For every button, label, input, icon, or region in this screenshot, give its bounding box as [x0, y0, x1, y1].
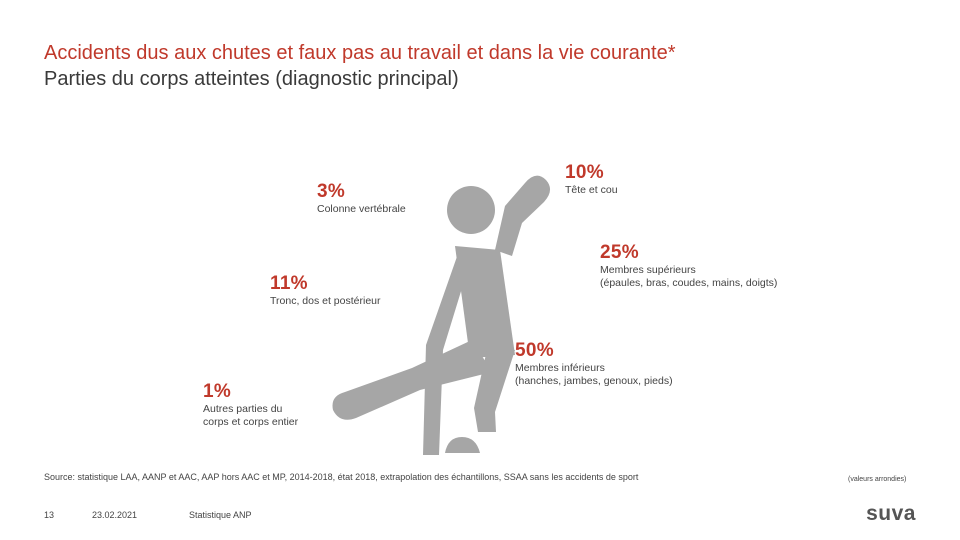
- page-number: 13: [44, 510, 55, 520]
- figure-foot: [445, 437, 480, 453]
- part-trunk: 11% Tronc, dos et postérieur: [270, 273, 381, 308]
- part-spine-label: Colonne vertébrale: [317, 203, 406, 215]
- part-trunk-percent: 11%: [270, 273, 308, 294]
- part-other-label: Autres parties du corps et corps entier: [203, 403, 299, 428]
- figure-right-leg: [474, 345, 515, 432]
- footer-date: 23.02.2021: [92, 510, 138, 520]
- part-lower: 50% Membres inférieurs (hanches, jambes,…: [515, 340, 673, 388]
- figure-left-leg: [332, 340, 492, 420]
- footer-department: Statistique ANP: [189, 510, 252, 520]
- part-spine-percent: 3%: [317, 181, 346, 202]
- page-subtitle: Parties du corps atteintes (diagnostic p…: [44, 68, 459, 90]
- figure-head: [447, 186, 495, 234]
- part-trunk-label: Tronc, dos et postérieur: [270, 295, 381, 307]
- figure-raised-arm: [495, 175, 551, 256]
- part-head-percent: 10%: [565, 162, 604, 183]
- suva-logo: suva: [866, 502, 916, 525]
- page-title: Accidents dus aux chutes et faux pas au …: [44, 42, 676, 64]
- figure-torso: [455, 246, 515, 358]
- part-upper-label: Membres supérieurs (épaules, bras, coude…: [600, 264, 778, 289]
- part-lower-label: Membres inférieurs (hanches, jambes, gen…: [515, 362, 673, 387]
- part-lower-percent: 50%: [515, 340, 554, 361]
- part-upper: 25% Membres supérieurs (épaules, bras, c…: [600, 242, 777, 290]
- part-spine: 3% Colonne vertébrale: [317, 181, 406, 216]
- part-head: 10% Tête et cou: [565, 162, 618, 197]
- title-block: Accidents dus aux chutes et faux pas au …: [44, 40, 675, 92]
- figure-lowered-arm: [423, 248, 470, 455]
- part-other: 1% Autres parties du corps et corps enti…: [203, 381, 298, 429]
- part-head-label: Tête et cou: [565, 184, 618, 196]
- rounded-note: (valeurs arrondies): [848, 476, 907, 483]
- part-other-percent: 1%: [203, 381, 232, 402]
- source-note: Source: statistique LAA, AANP et AAC, AA…: [44, 472, 639, 482]
- part-upper-percent: 25%: [600, 242, 639, 263]
